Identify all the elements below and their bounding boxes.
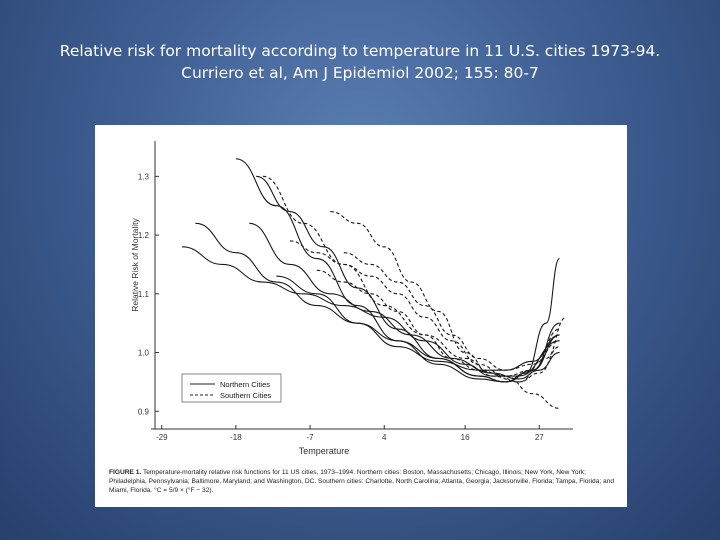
figure-caption: FIGURE 1. Temperature-mortality relative…	[109, 469, 617, 495]
x-tick-label: 27	[535, 433, 544, 442]
legend-northern-label: Northern Cities	[220, 380, 270, 389]
slide-title: Relative risk for mortality according to…	[0, 40, 720, 84]
series-line-7	[330, 211, 567, 383]
y-tick-label: 1.3	[138, 172, 150, 181]
x-tick-label: -29	[156, 433, 168, 442]
figure-caption-text: Temperature-mortality relative risk func…	[109, 469, 615, 494]
slide-title-line-1: Relative risk for mortality according to…	[59, 42, 661, 60]
x-tick-label: -18	[230, 433, 242, 442]
axes	[151, 141, 573, 430]
relative-risk-line-chart: 0.9 1.0 1.1 1.2 1.3 -29 -18 -7 4 16 27 Relative R…	[130, 141, 573, 456]
y-axis-title: Relative Risk of Mortality	[130, 217, 140, 311]
series-line-9	[289, 240, 560, 377]
x-axis-title: Temperature	[299, 446, 350, 456]
legend-box	[181, 373, 282, 403]
series-line-1	[235, 158, 561, 383]
y-tick-label: 0.9	[138, 407, 150, 416]
series-line-11	[316, 269, 560, 409]
slide-title-line-2: Curriero et al, Am J Epidemiol 2002; 155…	[181, 64, 539, 82]
x-tick-label: -7	[307, 433, 315, 442]
y-ticks: 0.9 1.0 1.1 1.2 1.3	[138, 172, 159, 416]
x-tick-label: 16	[461, 433, 470, 442]
figure-caption-label: FIGURE 1.	[109, 469, 142, 476]
series-line-2	[256, 175, 560, 383]
x-tick-label: 4	[382, 433, 387, 442]
series-line-10	[343, 252, 560, 371]
series-line-3	[195, 222, 560, 383]
series-line-6	[276, 275, 560, 371]
y-tick-label: 1.2	[138, 231, 150, 240]
y-tick-label: 1.0	[138, 349, 150, 358]
figure-panel: 0.9 1.0 1.1 1.2 1.3 -29 -18 -7 4 16 27 Relative R…	[95, 125, 627, 507]
x-ticks: -29 -18 -7 4 16 27	[156, 425, 544, 442]
legend: Northern Cities Southern Cities	[181, 373, 282, 403]
series-line-5	[249, 222, 560, 380]
legend-southern-label: Southern Cities	[220, 391, 272, 400]
series-line-8	[262, 175, 560, 383]
series-lines	[181, 158, 567, 409]
y-tick-label: 1.1	[138, 290, 150, 299]
